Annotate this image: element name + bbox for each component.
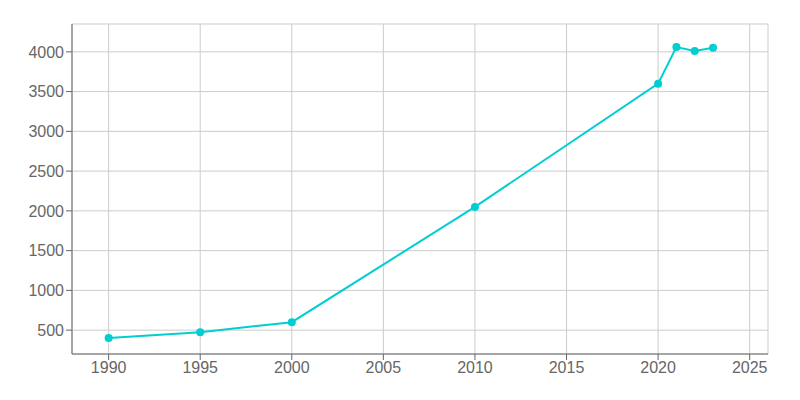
svg-text:2010: 2010	[457, 359, 493, 376]
svg-text:1995: 1995	[182, 359, 218, 376]
svg-text:500: 500	[37, 322, 64, 339]
svg-text:2025: 2025	[732, 359, 768, 376]
svg-text:1500: 1500	[28, 242, 64, 259]
svg-text:2000: 2000	[28, 203, 64, 220]
svg-text:3500: 3500	[28, 83, 64, 100]
svg-text:2015: 2015	[549, 359, 585, 376]
svg-text:3000: 3000	[28, 123, 64, 140]
svg-text:2500: 2500	[28, 163, 64, 180]
svg-text:1000: 1000	[28, 282, 64, 299]
svg-text:4000: 4000	[28, 44, 64, 61]
svg-text:2000: 2000	[274, 359, 310, 376]
svg-text:2005: 2005	[366, 359, 402, 376]
svg-text:1990: 1990	[91, 359, 127, 376]
svg-text:2020: 2020	[640, 359, 676, 376]
